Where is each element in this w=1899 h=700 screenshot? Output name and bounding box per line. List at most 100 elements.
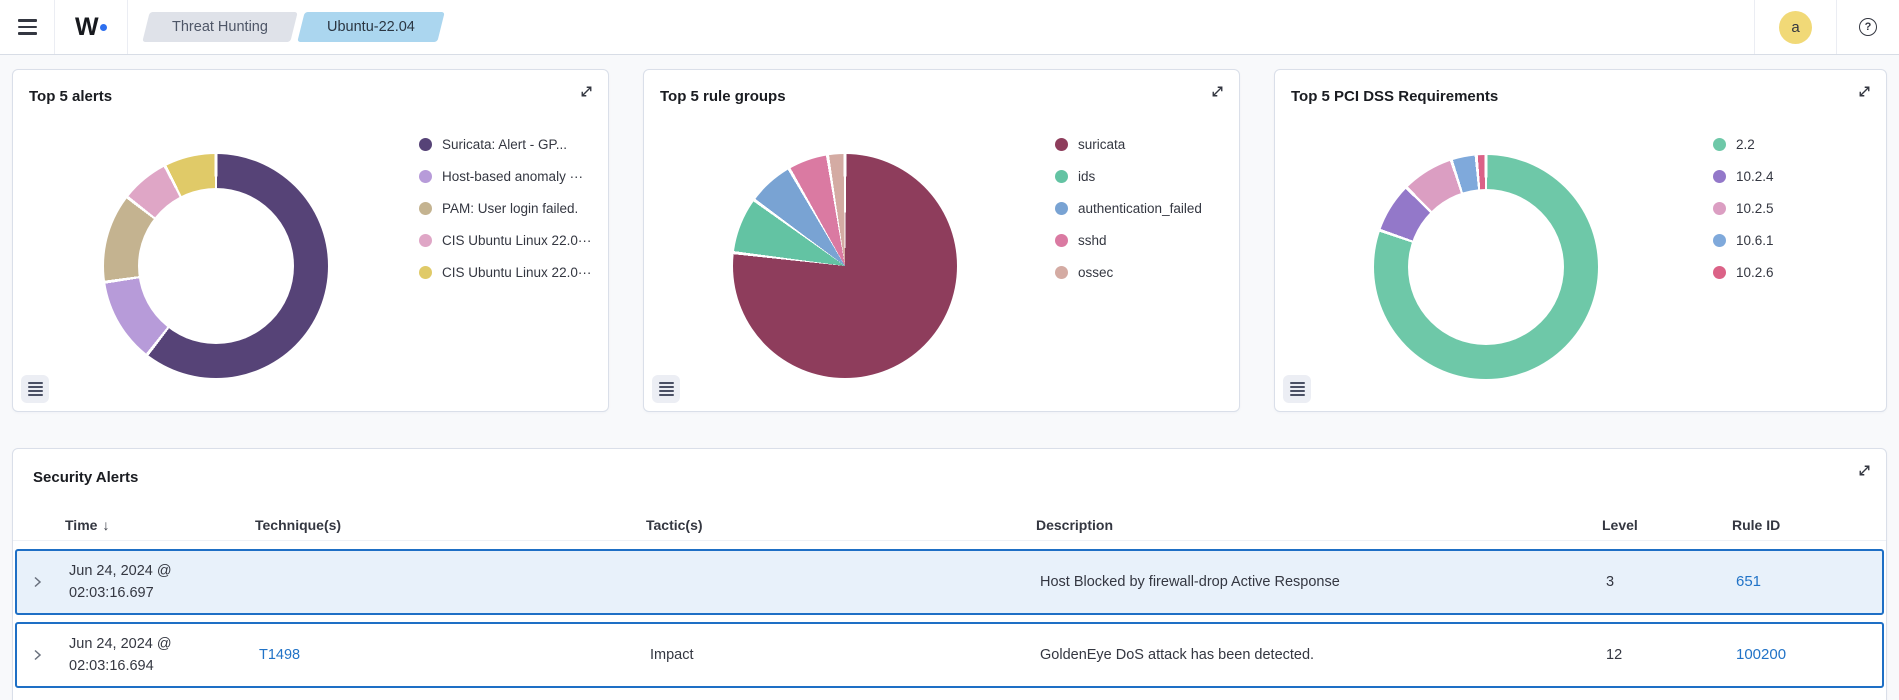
cell-time: Jun 24, 2024 @02:03:16.694: [69, 635, 172, 674]
app-logo[interactable]: W: [54, 0, 129, 54]
legend-label: ids: [1078, 168, 1096, 184]
panel-title: Security Alerts: [33, 469, 139, 486]
avatar-wrap: a: [1755, 0, 1836, 54]
alert-row: Jun 24, 2024 @02:03:16.697 Host Blocked b…: [15, 549, 1884, 615]
legend-label: 10.6.1: [1736, 232, 1774, 248]
legend-dot-icon: [419, 137, 432, 151]
legend-dot-icon: [419, 201, 432, 215]
rule-id-link[interactable]: 100200: [1736, 646, 1787, 664]
help-icon[interactable]: ?: [1859, 18, 1877, 36]
legend-dot-icon: [1055, 137, 1068, 151]
rule-id-link[interactable]: 651: [1736, 573, 1762, 591]
legend-dot-icon: [1713, 233, 1726, 247]
panel-top-5-pci-dss: Top 5 PCI DSS Requirements 2.2 10.2.4 10.2…: [1274, 69, 1887, 412]
breadcrumb-threat-hunting[interactable]: Threat Hunting: [142, 12, 298, 42]
donut-hole: [1407, 188, 1565, 346]
chart-legend: Suricata: Alert - GP... Host-based anomal…: [419, 128, 591, 288]
column-header-time[interactable]: Time ↓: [53, 517, 243, 533]
legend-item[interactable]: authentication_failed: [1055, 192, 1202, 224]
column-header-tactics[interactable]: Tactic(s): [634, 517, 1024, 533]
pie-chart-rule-groups[interactable]: [733, 154, 957, 378]
topbar-right-section: a ?: [1754, 0, 1899, 54]
legend-label: 10.2.6: [1736, 264, 1774, 280]
legend-label: CIS Ubuntu Linux 22.0···: [442, 232, 592, 248]
chart-legend: 2.2 10.2.4 10.2.5 10.6.1 10.2.6: [1713, 128, 1774, 288]
legend-dot-icon: [419, 233, 432, 247]
column-header-level[interactable]: Level: [1590, 517, 1720, 533]
legend-item[interactable]: Host-based anomaly ···: [419, 160, 591, 192]
cell-level: 3: [1606, 573, 1615, 590]
legend-item[interactable]: 10.2.6: [1713, 256, 1774, 288]
legend-item[interactable]: 2.2: [1713, 128, 1774, 160]
divider: [1754, 0, 1755, 54]
breadcrumb-label: Threat Hunting: [172, 19, 269, 35]
row-expand-chevron-icon[interactable]: [17, 574, 57, 590]
logo-dot: [100, 23, 108, 31]
expand-icon[interactable]: [1208, 83, 1226, 101]
legend-dot-icon: [1713, 169, 1726, 183]
avatar[interactable]: a: [1779, 10, 1812, 44]
legend-item[interactable]: CIS Ubuntu Linux 22.0···: [419, 256, 591, 288]
donut-hole: [137, 187, 295, 345]
column-label: Technique(s): [255, 516, 342, 533]
column-label: Level: [1602, 516, 1638, 533]
hamburger-menu-icon[interactable]: [0, 0, 54, 54]
legend-item[interactable]: PAM: User login failed.: [419, 192, 591, 224]
divider: [1836, 0, 1837, 54]
cell-description: GoldenEye DoS attack has been detected.: [1040, 646, 1315, 663]
panel-top-5-alerts: Top 5 alerts Suricata: Alert - GP... Host…: [12, 69, 609, 412]
breadcrumb-label: Ubuntu-22.04: [327, 19, 415, 35]
breadcrumb: Threat Hunting Ubuntu-22.04: [142, 12, 445, 42]
expand-icon[interactable]: [577, 83, 595, 101]
donut-chart-top-alerts[interactable]: [104, 154, 328, 378]
column-label: Description: [1036, 516, 1114, 533]
legend-item[interactable]: suricata: [1055, 128, 1202, 160]
legend-label: sshd: [1078, 232, 1107, 248]
sort-desc-icon: ↓: [102, 516, 110, 533]
cell-technique[interactable]: T1498: [247, 644, 638, 666]
cell-time: Jun 24, 2024 @02:03:16.697: [69, 562, 172, 601]
donut-chart-pci-dss[interactable]: [1374, 155, 1598, 379]
column-header-rule-id[interactable]: Rule ID: [1720, 517, 1886, 533]
expand-icon[interactable]: [1855, 83, 1873, 101]
expand-icon[interactable]: [1855, 462, 1873, 480]
legend-dot-icon: [1055, 201, 1068, 215]
help-wrap: ?: [1837, 0, 1899, 54]
legend-label: authentication_failed: [1078, 200, 1202, 216]
cell-rule-id[interactable]: 651: [1724, 570, 1882, 593]
legend-label: Host-based anomaly ···: [442, 168, 584, 184]
legend-item[interactable]: sshd: [1055, 224, 1202, 256]
cell-rule-id[interactable]: 100200: [1724, 643, 1882, 666]
legend-dot-icon: [1055, 265, 1068, 279]
cell-description: Host Blocked by firewall-drop Active Res…: [1040, 573, 1340, 590]
legend-item[interactable]: 10.6.1: [1713, 224, 1774, 256]
column-header-techniques[interactable]: Technique(s): [243, 517, 634, 533]
alert-row: Jun 24, 2024 @02:03:16.694 T1498 Impact Gol…: [15, 622, 1884, 688]
top-navigation-bar: W Threat Hunting Ubuntu-22.04 a ?: [0, 0, 1899, 55]
column-label: Rule ID: [1732, 516, 1781, 533]
legend-list-toggle-icon[interactable]: [652, 375, 680, 403]
legend-list-toggle-icon[interactable]: [1283, 375, 1311, 403]
legend-item[interactable]: CIS Ubuntu Linux 22.0···: [419, 224, 591, 256]
legend-dot-icon: [1713, 265, 1726, 279]
legend-label: 10.2.4: [1736, 168, 1774, 184]
legend-item[interactable]: ossec: [1055, 256, 1202, 288]
technique-link[interactable]: T1498: [259, 646, 301, 663]
legend-label: PAM: User login failed.: [442, 200, 579, 216]
breadcrumb-agent-ubuntu[interactable]: Ubuntu-22.04: [297, 12, 445, 42]
column-label: Time: [65, 516, 98, 533]
legend-item[interactable]: ids: [1055, 160, 1202, 192]
panel-title: Top 5 rule groups: [660, 88, 786, 105]
legend-item[interactable]: Suricata: Alert - GP...: [419, 128, 591, 160]
legend-label: ossec: [1078, 264, 1114, 280]
legend-item[interactable]: 10.2.5: [1713, 192, 1774, 224]
legend-label: 2.2: [1736, 136, 1755, 152]
column-header-description[interactable]: Description: [1024, 517, 1590, 533]
legend-dot-icon: [1055, 169, 1068, 183]
column-label: Tactic(s): [646, 516, 703, 533]
legend-item[interactable]: 10.2.4: [1713, 160, 1774, 192]
cell-tactic: Impact: [650, 646, 694, 663]
legend-label: 10.2.5: [1736, 200, 1774, 216]
row-expand-chevron-icon[interactable]: [17, 647, 57, 663]
legend-list-toggle-icon[interactable]: [21, 375, 49, 403]
